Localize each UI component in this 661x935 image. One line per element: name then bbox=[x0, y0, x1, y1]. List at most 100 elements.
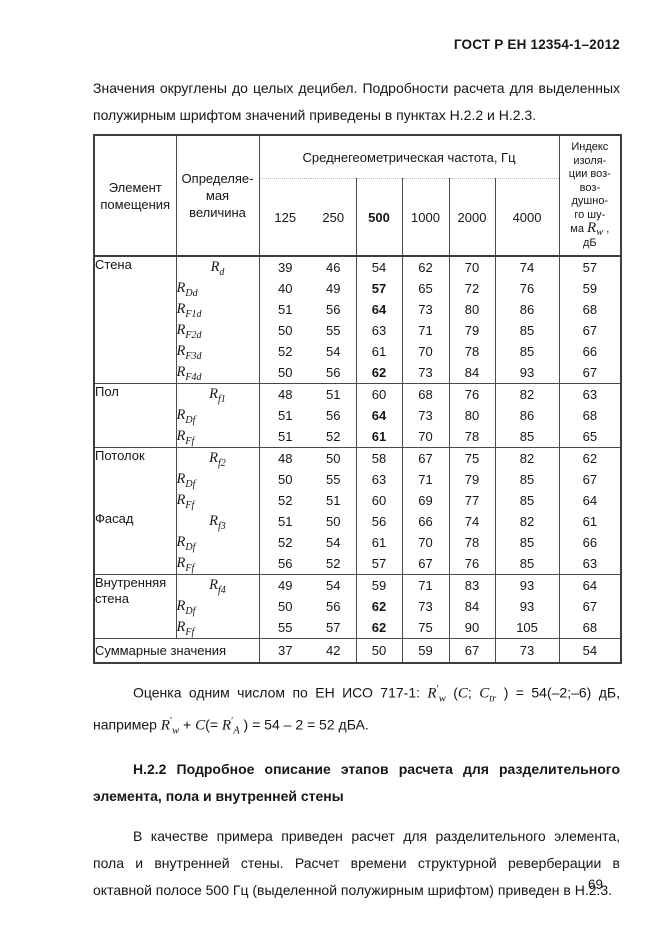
value-cell: 85 bbox=[494, 341, 560, 362]
value-cell: 66 bbox=[558, 341, 622, 362]
quantity-cell: RFf bbox=[175, 490, 259, 511]
bold-value: 57 bbox=[371, 281, 387, 296]
value-cell: 61 bbox=[355, 426, 402, 448]
value-cell: 52 bbox=[326, 556, 341, 571]
math-variable: R bbox=[160, 717, 170, 734]
quantity-cell: RDd bbox=[175, 278, 259, 299]
bold-value: 64 bbox=[371, 408, 387, 423]
value-cell: 76 bbox=[448, 383, 495, 405]
value-cell: 82 bbox=[494, 383, 560, 405]
value-cell: 54 bbox=[326, 344, 341, 359]
quantity-cell: RFf bbox=[175, 426, 259, 448]
value-cell: 60 bbox=[355, 490, 402, 511]
quantity-cell: RF2d bbox=[175, 320, 259, 341]
value-cell: 51 bbox=[326, 493, 341, 508]
table-row: RFf 55 57 62 75 90 105 68 bbox=[94, 617, 622, 639]
value-cell: 50 bbox=[258, 362, 311, 384]
bold-value: 62 bbox=[371, 620, 387, 635]
value-cell: 67 bbox=[558, 320, 622, 341]
quantity-subscript: f3 bbox=[218, 521, 226, 533]
quantity-cell: RDf bbox=[175, 532, 259, 554]
table-row: Внутренняя стена Rf4 49 54 59 71 83 93 64 bbox=[94, 574, 622, 639]
value-cell: 51 bbox=[258, 405, 311, 426]
value-cell: 85 bbox=[494, 532, 560, 553]
value-cell: 79 bbox=[448, 469, 495, 490]
quantity-subscript: Ff bbox=[185, 436, 195, 448]
table-row: Пол Rf1 48 51 60 68 76 82 63 bbox=[94, 383, 622, 448]
quantity-cell: RFf bbox=[175, 617, 259, 639]
table-row: RF1d 51 56 64 73 80 86 68 bbox=[94, 299, 622, 320]
math-variable: C bbox=[479, 685, 490, 702]
value-cell: 58 bbox=[355, 447, 402, 469]
value-cell: 65 bbox=[401, 278, 449, 299]
math-variable: R bbox=[587, 220, 597, 236]
header-row-1: Элемент помещения Определяе-мая величина Ср… bbox=[94, 135, 622, 256]
value-cell: 78 bbox=[448, 532, 495, 553]
quantity-cell: RF4d bbox=[175, 362, 259, 384]
value-cell: 63 bbox=[558, 553, 622, 575]
value-cell: 56 bbox=[326, 302, 341, 317]
value-cell: 63 bbox=[558, 383, 622, 405]
value-cell: 57 bbox=[355, 278, 402, 299]
group-label-cell: Внутренняя стена bbox=[94, 574, 176, 639]
value-cell: 63 bbox=[355, 469, 402, 490]
value-cell: 64 bbox=[355, 405, 402, 426]
header-line: помещения bbox=[100, 196, 171, 212]
value-cell: 62 bbox=[558, 447, 622, 469]
value-cell: 62 bbox=[355, 596, 402, 617]
summary-row: Суммарные значения 37 42 50 59 67 73 54 bbox=[94, 638, 622, 663]
quantity-subscript: Ff bbox=[185, 627, 195, 639]
value-cell: 62 bbox=[401, 255, 449, 278]
value-cell: 49 bbox=[326, 281, 341, 296]
value-cell: 55 bbox=[326, 323, 341, 338]
math-variable: R bbox=[221, 717, 232, 734]
standard-designation-header: ГОСТ Р ЕН 12354-1–2012 bbox=[453, 37, 620, 52]
value-cell: 54 bbox=[355, 255, 402, 278]
quantity-subscript: Df bbox=[185, 542, 196, 554]
table-row: RFf 56 52 57 67 76 85 63 bbox=[94, 553, 622, 575]
summary-value-cell: 37 bbox=[258, 638, 311, 663]
table-row: RF2d 50 55 63 71 79 85 67 bbox=[94, 320, 622, 341]
value-cell: 69 bbox=[401, 490, 449, 511]
value-cell: 71 bbox=[401, 574, 449, 596]
quantity-cell: Rf4 bbox=[175, 574, 259, 596]
value-cell: 51 bbox=[258, 299, 311, 320]
table-row: Стена Rd 39 46 54 62 70 74 57 bbox=[94, 255, 622, 384]
value-cell: 52 bbox=[326, 429, 341, 444]
quantity-column-header: Определяе-мая величина bbox=[175, 135, 259, 256]
value-cell: 50 bbox=[258, 469, 311, 490]
math-subscript: w bbox=[172, 725, 180, 737]
value-cell: 50 bbox=[258, 596, 311, 617]
value-cell: 68 bbox=[558, 405, 622, 426]
page-content: ГОСТ Р ЕН 12354-1–2012 Значения округлен… bbox=[93, 0, 623, 904]
table-row: RDd 40 49 57 65 72 76 59 bbox=[94, 278, 622, 299]
value-cell: 74 bbox=[448, 511, 495, 532]
value-cell: 61 bbox=[355, 341, 402, 362]
value-cell: 68 bbox=[558, 299, 622, 320]
value-cell: 70 bbox=[401, 341, 449, 362]
value-cell: 66 bbox=[558, 532, 622, 553]
group-label-cell: Потолок bbox=[94, 447, 176, 511]
freq-header-125: 125 bbox=[258, 178, 311, 256]
value-cell: 51 bbox=[311, 383, 356, 405]
quantity-subscript: Df bbox=[185, 479, 196, 491]
value-cell: 75 bbox=[448, 447, 495, 469]
quantity-cell: Rf1 bbox=[175, 383, 259, 406]
value-cell: 71 bbox=[401, 469, 449, 490]
header-line: изоля- bbox=[573, 154, 607, 167]
value-cell: 93 bbox=[494, 596, 560, 617]
section-heading: Н.2.2 Подробное описание этапов расчета … bbox=[93, 761, 620, 805]
value-cell: 84 bbox=[448, 596, 495, 617]
value-cell: 57 bbox=[558, 255, 622, 278]
value-cell: 52 bbox=[258, 532, 311, 553]
value-cell: 74 bbox=[494, 255, 560, 278]
math-variable: R bbox=[427, 685, 437, 702]
quantity-cell: RF1d bbox=[175, 299, 259, 320]
quantity-cell: Rf3 bbox=[175, 511, 259, 533]
group-label-cell: Фасад bbox=[95, 511, 134, 526]
value-cell: 68 bbox=[558, 617, 622, 639]
math-subscript: w bbox=[438, 693, 446, 705]
quantity-subscript: f1 bbox=[218, 394, 226, 406]
value-cell: 59 bbox=[355, 574, 402, 596]
quantity-subscript: Df bbox=[185, 606, 196, 618]
